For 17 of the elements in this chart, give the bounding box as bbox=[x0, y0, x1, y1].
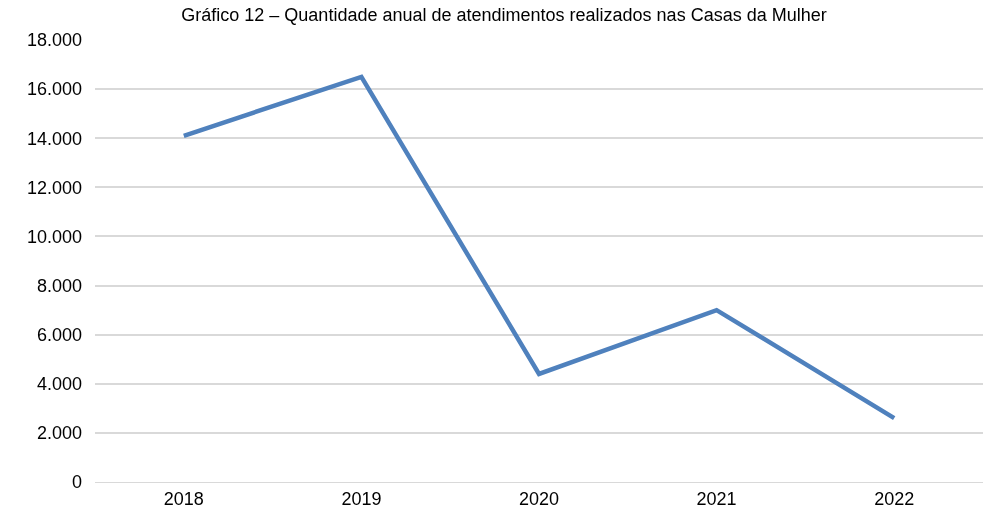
x-tick-label: 2021 bbox=[696, 488, 737, 509]
y-tick-label: 14.000 bbox=[26, 128, 82, 149]
y-tick-label: 4.000 bbox=[36, 374, 82, 395]
y-tick-label: 16.000 bbox=[26, 79, 82, 100]
x-tick-label: 2018 bbox=[163, 488, 204, 509]
y-tick-label: 12.000 bbox=[26, 177, 82, 198]
x-tick-label: 2022 bbox=[874, 488, 915, 509]
y-tick-label: 0 bbox=[71, 472, 82, 493]
y-tick-label: 6.000 bbox=[36, 324, 82, 345]
y-tick-label: 8.000 bbox=[36, 275, 82, 296]
x-tick-label: 2020 bbox=[518, 488, 560, 509]
y-tick-label: 18.000 bbox=[26, 30, 82, 51]
line-series bbox=[181, 74, 897, 421]
y-tick-label: 10.000 bbox=[26, 226, 82, 247]
chart-title: Gráfico 12 – Quantidade anual de atendimentos realizados nas Casas da Mulher bbox=[181, 4, 827, 25]
x-tick-label: 2019 bbox=[341, 488, 382, 509]
y-tick-label: 2.000 bbox=[36, 423, 82, 444]
